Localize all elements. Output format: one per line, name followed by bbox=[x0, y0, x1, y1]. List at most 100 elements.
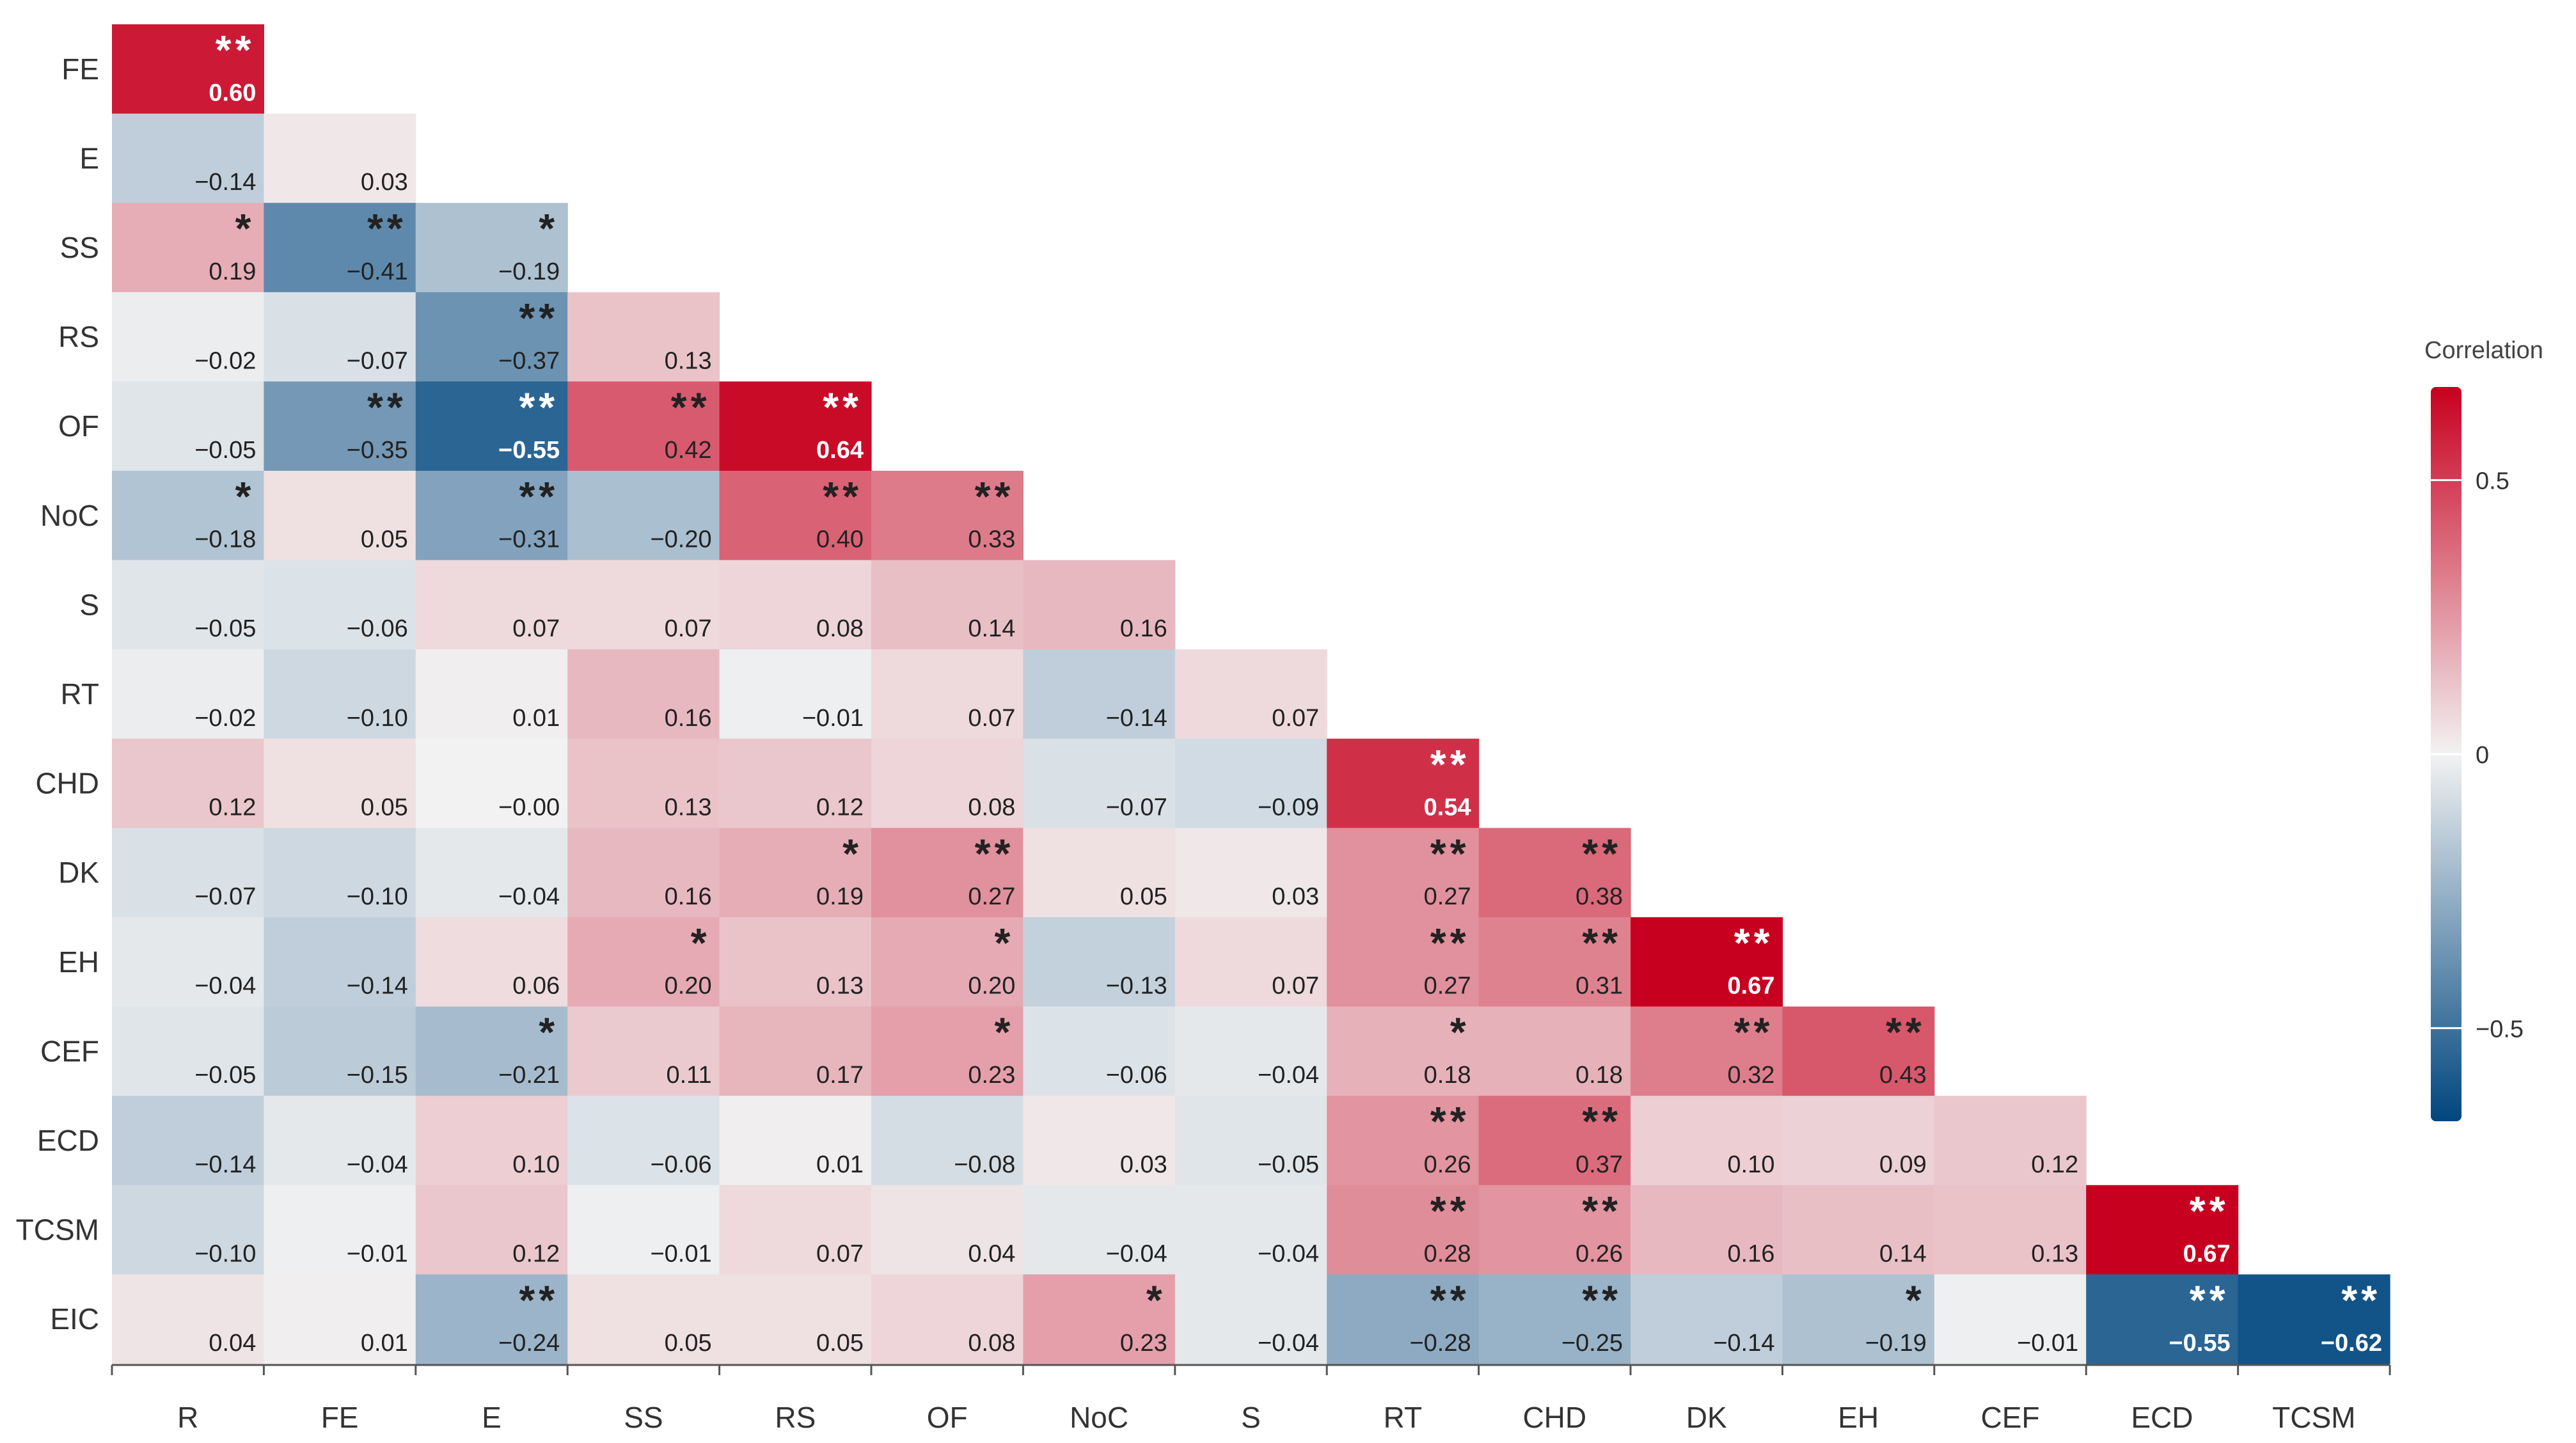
value-label: 0.13 bbox=[665, 794, 712, 821]
cell-fill bbox=[567, 292, 720, 382]
heatmap-cell: * 0.23 bbox=[1023, 1274, 1176, 1364]
heatmap-cell: −0.00 bbox=[415, 738, 568, 828]
cell-fill bbox=[719, 649, 872, 739]
heatmap-cell: * 0.23 bbox=[871, 1006, 1023, 1096]
heatmap-cell: −0.01 bbox=[1934, 1274, 2087, 1364]
heatmap-cell: −0.01 bbox=[264, 1185, 416, 1275]
column-label: ECD bbox=[2131, 1401, 2193, 1434]
cell-fill bbox=[1023, 1274, 1176, 1364]
heatmap-cell: ** −0.31 bbox=[415, 471, 568, 561]
cell-fill bbox=[415, 292, 568, 382]
value-label: 0.18 bbox=[1576, 1062, 1623, 1089]
cell-fill bbox=[415, 1096, 568, 1186]
value-label: 0.20 bbox=[665, 973, 712, 1000]
heatmap-cell: * −0.18 bbox=[112, 471, 264, 561]
value-label: −0.01 bbox=[347, 1240, 408, 1267]
heatmap-cell: 0.06 bbox=[415, 917, 568, 1007]
column-label: OF bbox=[927, 1401, 968, 1434]
value-label: 0.07 bbox=[1272, 973, 1319, 1000]
significance-stars: ** bbox=[2341, 1277, 2381, 1323]
heatmap-cell: 0.04 bbox=[112, 1274, 264, 1364]
column-label: NoC bbox=[1070, 1401, 1128, 1434]
cell-fill bbox=[1478, 1274, 1631, 1364]
value-label: −0.19 bbox=[498, 258, 560, 285]
value-label: 0.11 bbox=[666, 1062, 711, 1089]
heatmap-cell: −0.04 bbox=[1174, 1274, 1327, 1364]
cell-fill bbox=[1478, 1185, 1631, 1275]
value-label: 0.16 bbox=[665, 883, 712, 910]
heatmap-cell: −0.05 bbox=[112, 560, 264, 650]
value-label: 0.08 bbox=[816, 615, 864, 642]
cell-fill bbox=[1631, 1096, 1783, 1186]
significance-stars: ** bbox=[823, 384, 862, 430]
value-label: 0.05 bbox=[1120, 883, 1167, 910]
cell-fill bbox=[264, 738, 416, 828]
heatmap-cell: 0.03 bbox=[1174, 828, 1327, 918]
significance-stars: ** bbox=[1582, 830, 1622, 876]
cell-fill bbox=[871, 917, 1023, 1007]
color-legend: Correlation 0.5 0 −0.5 bbox=[2424, 337, 2543, 1121]
significance-stars: ** bbox=[1582, 1277, 1622, 1323]
heatmap-cell: ** −0.37 bbox=[415, 292, 568, 382]
cell-fill bbox=[1478, 1096, 1631, 1186]
value-label: 0.12 bbox=[2031, 1151, 2078, 1178]
value-label: 0.67 bbox=[2183, 1240, 2231, 1267]
cell-fill bbox=[112, 113, 264, 203]
column-label: CEF bbox=[1981, 1401, 2040, 1434]
heatmap-cell: ** 0.43 bbox=[1782, 1006, 1935, 1096]
significance-stars: ** bbox=[1886, 1009, 1925, 1055]
heatmap-cell: 0.10 bbox=[415, 1096, 568, 1186]
cell-fill bbox=[112, 471, 264, 561]
cell-fill bbox=[1782, 1006, 1935, 1096]
column-label: R bbox=[177, 1401, 198, 1434]
heatmap-cell: −0.06 bbox=[1023, 1006, 1176, 1096]
heatmap-cell: −0.04 bbox=[1023, 1185, 1176, 1275]
cell-fill bbox=[567, 738, 720, 828]
heatmap-cell: 0.07 bbox=[719, 1185, 872, 1275]
value-label: −0.09 bbox=[1258, 794, 1319, 821]
heatmap-cell: 0.13 bbox=[1934, 1185, 2087, 1275]
value-label: −0.37 bbox=[498, 347, 560, 374]
heatmap-cell: −0.09 bbox=[1174, 738, 1327, 828]
value-label: 0.01 bbox=[816, 1151, 864, 1178]
value-label: 0.33 bbox=[968, 526, 1015, 553]
row-label: DK bbox=[58, 856, 99, 889]
value-label: 0.37 bbox=[1576, 1151, 1623, 1178]
heatmap-cell: −0.02 bbox=[112, 649, 264, 739]
row-label: SS bbox=[60, 231, 99, 264]
value-label: −0.07 bbox=[194, 883, 256, 910]
significance-stars: * bbox=[539, 1009, 558, 1055]
heatmap-cell: * −0.19 bbox=[1782, 1274, 1935, 1364]
cell-fill bbox=[1327, 1274, 1480, 1364]
heatmap-cell: 0.05 bbox=[1023, 828, 1176, 918]
heatmap-cell: −0.06 bbox=[264, 560, 416, 650]
value-label: 0.28 bbox=[1424, 1240, 1471, 1267]
significance-stars: ** bbox=[975, 473, 1015, 519]
value-label: 0.67 bbox=[1727, 973, 1774, 1000]
heatmap-cell: 0.14 bbox=[1782, 1185, 1935, 1275]
value-label: 0.23 bbox=[1120, 1330, 1167, 1357]
heatmap-cell: 0.12 bbox=[1934, 1096, 2087, 1186]
heatmap-cell: 0.17 bbox=[719, 1006, 872, 1096]
column-label: RS bbox=[775, 1401, 816, 1434]
cell-fill bbox=[719, 1006, 872, 1096]
heatmap-cell: ** 0.67 bbox=[2086, 1185, 2239, 1275]
cell-fill bbox=[1934, 1274, 2087, 1364]
heatmap-cell: 0.16 bbox=[1631, 1185, 1783, 1275]
cell-fill bbox=[719, 1274, 872, 1364]
cell-fill bbox=[1023, 1185, 1176, 1275]
value-label: 0.05 bbox=[361, 794, 408, 821]
cell-fill bbox=[1023, 738, 1176, 828]
heatmap-cell: 0.07 bbox=[567, 560, 720, 650]
value-label: −0.55 bbox=[2169, 1330, 2230, 1357]
value-label: −0.05 bbox=[194, 615, 256, 642]
row-label: CHD bbox=[35, 767, 99, 800]
value-label: −0.04 bbox=[1106, 1240, 1167, 1267]
value-label: −0.00 bbox=[498, 794, 560, 821]
cell-fill bbox=[1174, 1185, 1327, 1275]
heatmap-cell: ** 0.38 bbox=[1478, 828, 1631, 918]
significance-stars: * bbox=[235, 473, 255, 519]
cell-fill bbox=[1327, 1006, 1480, 1096]
heatmap-cell: 0.01 bbox=[264, 1274, 416, 1364]
cell-fill bbox=[719, 1185, 872, 1275]
